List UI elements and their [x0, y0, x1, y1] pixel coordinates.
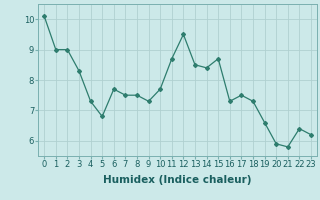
X-axis label: Humidex (Indice chaleur): Humidex (Indice chaleur): [103, 175, 252, 185]
